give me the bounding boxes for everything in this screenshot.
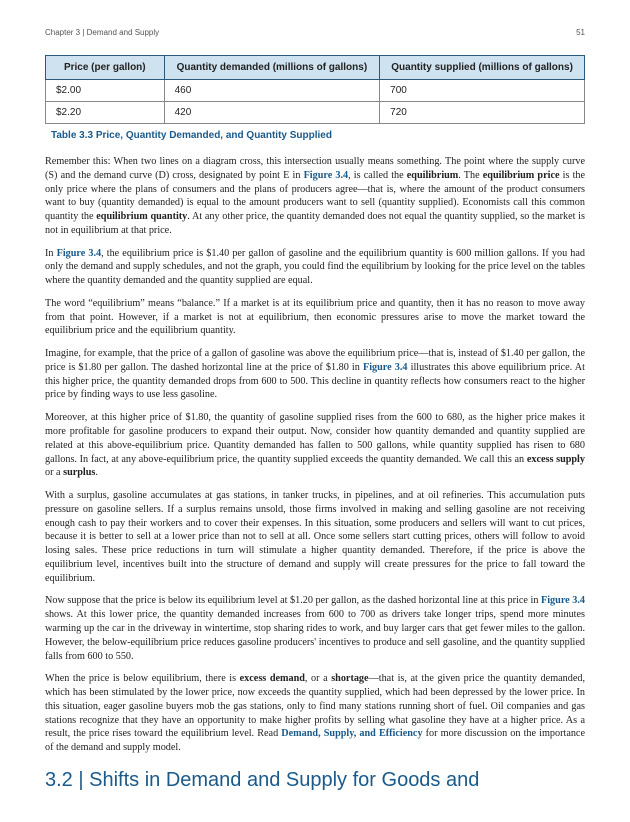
- paragraph: Remember this: When two lines on a diagr…: [45, 155, 585, 238]
- paragraph: The word “equilibrium” means “balance.” …: [45, 297, 585, 338]
- section-title: Shifts in Demand and Supply for Goods an…: [89, 769, 479, 791]
- paragraph: Imagine, for example, that the price of …: [45, 347, 585, 402]
- term: equilibrium price: [483, 170, 560, 181]
- paragraph: Now suppose that the price is below its …: [45, 594, 585, 663]
- figure-link[interactable]: Figure 3.4: [304, 170, 349, 181]
- cell: 700: [380, 80, 585, 102]
- figure-link[interactable]: Figure 3.4: [363, 362, 408, 373]
- section-number: 3.2: [45, 769, 73, 791]
- page-number: 51: [576, 28, 585, 37]
- table-header-row: Price (per gallon) Quantity demanded (mi…: [46, 56, 585, 80]
- section-heading: 3.2 | Shifts in Demand and Supply for Go…: [45, 769, 585, 792]
- chapter-label: Chapter 3 | Demand and Supply: [45, 28, 159, 37]
- data-table: Price (per gallon) Quantity demanded (mi…: [45, 55, 585, 124]
- cell: 460: [164, 80, 380, 102]
- paragraph: Moreover, at this higher price of $1.80,…: [45, 411, 585, 480]
- cell: $2.00: [46, 80, 165, 102]
- table-row: $2.20 420 720: [46, 102, 585, 124]
- col-price: Price (per gallon): [46, 56, 165, 80]
- page: Chapter 3 | Demand and Supply 51 Price (…: [0, 0, 630, 822]
- term: equilibrium quantity: [96, 211, 187, 222]
- topic-link[interactable]: Demand, Supply, and Efficiency: [281, 728, 422, 739]
- term: excess supply: [527, 454, 585, 465]
- term: equilibrium: [407, 170, 459, 181]
- figure-link[interactable]: Figure 3.4: [541, 595, 585, 606]
- term: excess demand: [240, 673, 305, 684]
- col-qs: Quantity supplied (millions of gallons): [380, 56, 585, 80]
- table-caption: Table 3.3 Price, Quantity Demanded, and …: [51, 130, 585, 141]
- page-header: Chapter 3 | Demand and Supply 51: [45, 28, 585, 37]
- col-qd: Quantity demanded (millions of gallons): [164, 56, 380, 80]
- term: shortage: [331, 673, 368, 684]
- paragraph: In Figure 3.4, the equilibrium price is …: [45, 247, 585, 288]
- cell: 420: [164, 102, 380, 124]
- paragraph: With a surplus, gasoline accumulates at …: [45, 489, 585, 585]
- paragraph: When the price is below equilibrium, the…: [45, 672, 585, 755]
- cell: 720: [380, 102, 585, 124]
- table-row: $2.00 460 700: [46, 80, 585, 102]
- term: surplus: [63, 467, 95, 478]
- separator: |: [73, 769, 89, 791]
- figure-link[interactable]: Figure 3.4: [57, 248, 102, 259]
- cell: $2.20: [46, 102, 165, 124]
